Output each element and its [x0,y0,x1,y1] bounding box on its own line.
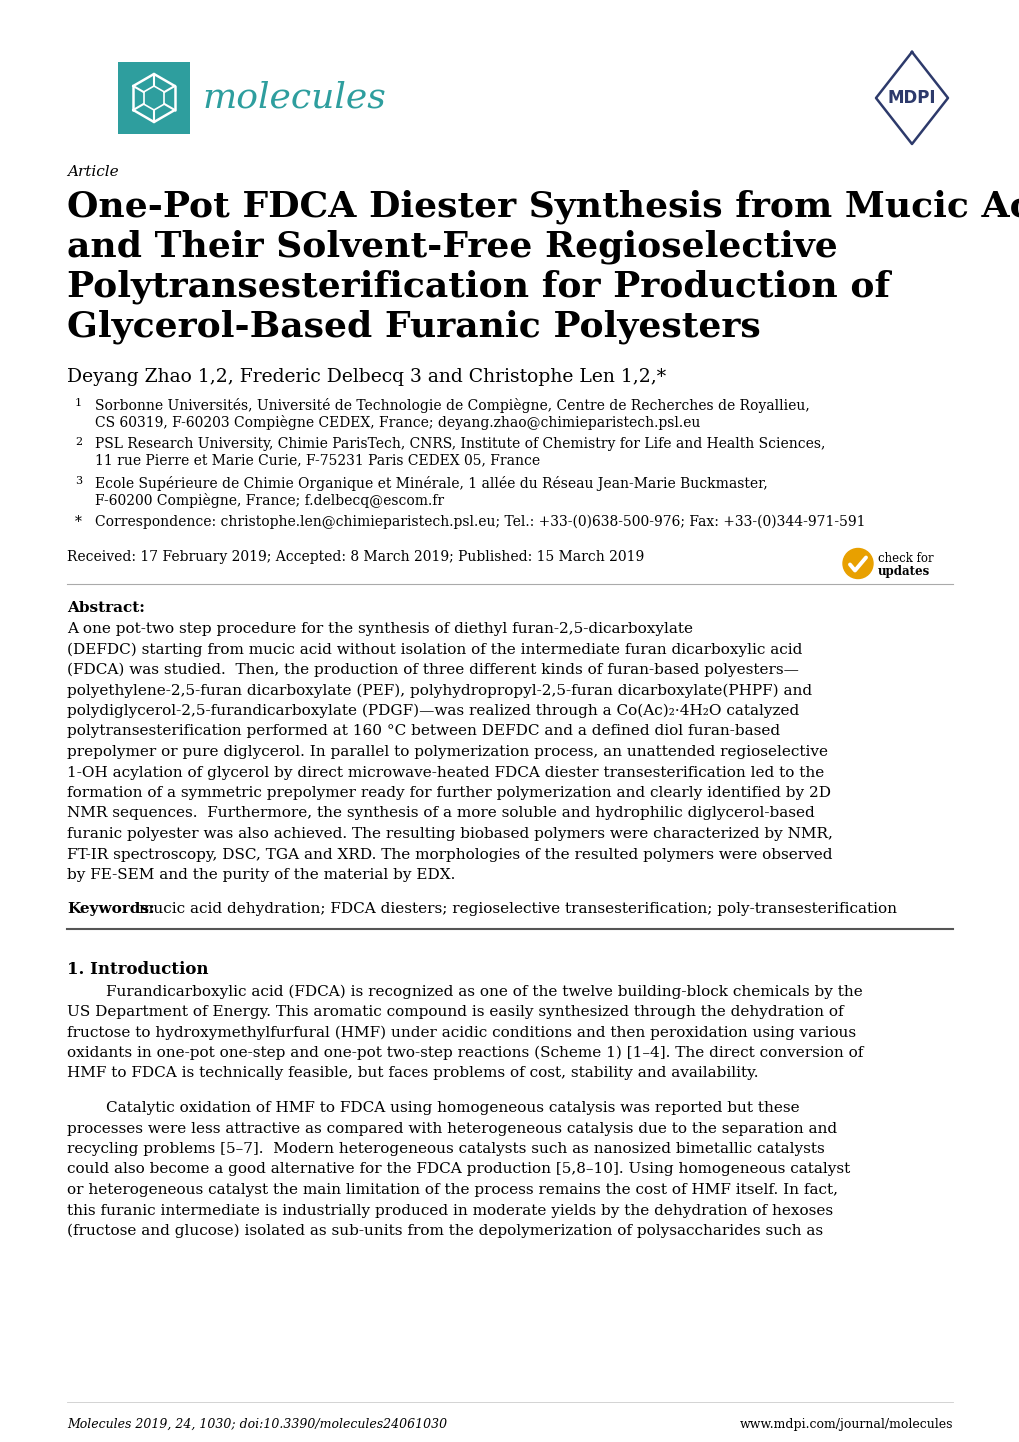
Text: FT-IR spectroscopy, DSC, TGA and XRD. The morphologies of the resulted polymers : FT-IR spectroscopy, DSC, TGA and XRD. Th… [67,848,832,861]
Text: MDPI: MDPI [887,89,935,107]
Text: Abstract:: Abstract: [67,601,145,616]
Text: mucic acid dehydration; FDCA diesters; regioselective transesterification; poly-: mucic acid dehydration; FDCA diesters; r… [139,903,896,917]
Text: furanic polyester was also achieved. The resulting biobased polymers were charac: furanic polyester was also achieved. The… [67,828,833,841]
Text: CS 60319, F-60203 Compiègne CEDEX, France; deyang.zhao@chimieparistech.psl.eu: CS 60319, F-60203 Compiègne CEDEX, Franc… [95,414,700,430]
Text: Sorbonne Universités, Université de Technologie de Compiègne, Centre de Recherch: Sorbonne Universités, Université de Tech… [95,398,809,412]
Text: F-60200 Compiègne, France; f.delbecq@escom.fr: F-60200 Compiègne, France; f.delbecq@esc… [95,493,443,508]
Text: updates: updates [877,565,929,578]
Text: Article: Article [67,164,118,179]
Text: HMF to FDCA is technically feasible, but faces problems of cost, stability and a: HMF to FDCA is technically feasible, but… [67,1067,758,1080]
Text: by FE-SEM and the purity of the material by EDX.: by FE-SEM and the purity of the material… [67,868,454,883]
Text: 1: 1 [75,398,83,408]
Text: Keywords:: Keywords: [67,903,155,917]
Text: Furandicarboxylic acid (FDCA) is recognized as one of the twelve building-block : Furandicarboxylic acid (FDCA) is recogni… [67,985,862,999]
Text: PSL Research University, Chimie ParisTech, CNRS, Institute of Chemistry for Life: PSL Research University, Chimie ParisTec… [95,437,824,451]
Text: Glycerol-Based Furanic Polyesters: Glycerol-Based Furanic Polyesters [67,310,760,345]
Text: NMR sequences.  Furthermore, the synthesis of a more soluble and hydrophilic dig: NMR sequences. Furthermore, the synthesi… [67,806,814,820]
Text: A one pot-two step procedure for the synthesis of diethyl furan-2,5-dicarboxylat: A one pot-two step procedure for the syn… [67,622,692,636]
Text: 1. Introduction: 1. Introduction [67,960,208,978]
Text: Polytransesterification for Production of: Polytransesterification for Production o… [67,270,890,304]
Text: or heterogeneous catalyst the main limitation of the process remains the cost of: or heterogeneous catalyst the main limit… [67,1182,838,1197]
Bar [118,62,190,134]
Text: Correspondence: christophe.len@chimieparistech.psl.eu; Tel.: +33-(0)638-500-976;: Correspondence: christophe.len@chimiepar… [95,515,865,529]
Circle shape [842,548,872,578]
Text: *: * [75,515,82,529]
Text: www.mdpi.com/journal/molecules: www.mdpi.com/journal/molecules [739,1417,952,1430]
Text: 11 rue Pierre et Marie Curie, F-75231 Paris CEDEX 05, France: 11 rue Pierre et Marie Curie, F-75231 Pa… [95,453,540,467]
Text: 3: 3 [75,476,83,486]
Text: Molecules 2019, 24, 1030; doi:10.3390/molecules24061030: Molecules 2019, 24, 1030; doi:10.3390/mo… [67,1417,446,1430]
Text: 2: 2 [75,437,83,447]
Text: and Their Solvent-Free Regioselective: and Their Solvent-Free Regioselective [67,231,837,264]
Text: polytransesterification performed at 160 °C between DEFDC and a defined diol fur: polytransesterification performed at 160… [67,724,780,738]
Text: formation of a symmetric prepolymer ready for further polymerization and clearly: formation of a symmetric prepolymer read… [67,786,830,800]
Text: prepolymer or pure diglycerol. In parallel to polymerization process, an unatten: prepolymer or pure diglycerol. In parall… [67,746,827,758]
Text: molecules: molecules [202,81,385,115]
Text: Received: 17 February 2019; Accepted: 8 March 2019; Published: 15 March 2019: Received: 17 February 2019; Accepted: 8 … [67,549,644,564]
Text: polydiglycerol-2,5-furandicarboxylate (PDGF)—was realized through a Co(Ac)₂·4H₂O: polydiglycerol-2,5-furandicarboxylate (P… [67,704,799,718]
Text: (DEFDC) starting from mucic acid without isolation of the intermediate furan dic: (DEFDC) starting from mucic acid without… [67,643,802,658]
Text: One-Pot FDCA Diester Synthesis from Mucic Acid: One-Pot FDCA Diester Synthesis from Muci… [67,190,1019,225]
Text: check for: check for [877,552,932,565]
Text: US Department of Energy. This aromatic compound is easily synthesized through th: US Department of Energy. This aromatic c… [67,1005,843,1019]
Text: Catalytic oxidation of HMF to FDCA using homogeneous catalysis was reported but : Catalytic oxidation of HMF to FDCA using… [67,1102,799,1115]
Text: processes were less attractive as compared with heterogeneous catalysis due to t: processes were less attractive as compar… [67,1122,837,1135]
Text: (FDCA) was studied.  Then, the production of three different kinds of furan-base: (FDCA) was studied. Then, the production… [67,663,798,678]
Text: recycling problems [5–7].  Modern heterogeneous catalysts such as nanosized bime: recycling problems [5–7]. Modern heterog… [67,1142,824,1156]
Text: this furanic intermediate is industrially produced in moderate yields by the deh: this furanic intermediate is industriall… [67,1204,833,1217]
Text: could also become a good alternative for the FDCA production [5,8–10]. Using hom: could also become a good alternative for… [67,1162,850,1177]
Text: Deyang Zhao 1,2, Frederic Delbecq 3 and Christophe Len 1,2,*: Deyang Zhao 1,2, Frederic Delbecq 3 and … [67,368,665,386]
Text: oxidants in one-pot one-step and one-pot two-step reactions (Scheme 1) [1–4]. Th: oxidants in one-pot one-step and one-pot… [67,1045,862,1060]
Text: 1-OH acylation of glycerol by direct microwave-heated FDCA diester transesterifi: 1-OH acylation of glycerol by direct mic… [67,766,823,780]
Text: Ecole Supérieure de Chimie Organique et Minérale, 1 allée du Réseau Jean-Marie B: Ecole Supérieure de Chimie Organique et … [95,476,767,490]
Text: fructose to hydroxymethylfurfural (HMF) under acidic conditions and then peroxid: fructose to hydroxymethylfurfural (HMF) … [67,1025,855,1040]
Text: (fructose and glucose) isolated as sub-units from the depolymerization of polysa: (fructose and glucose) isolated as sub-u… [67,1224,822,1239]
Text: polyethylene-2,5-furan dicarboxylate (PEF), polyhydropropyl-2,5-furan dicarboxyl: polyethylene-2,5-furan dicarboxylate (PE… [67,684,811,698]
